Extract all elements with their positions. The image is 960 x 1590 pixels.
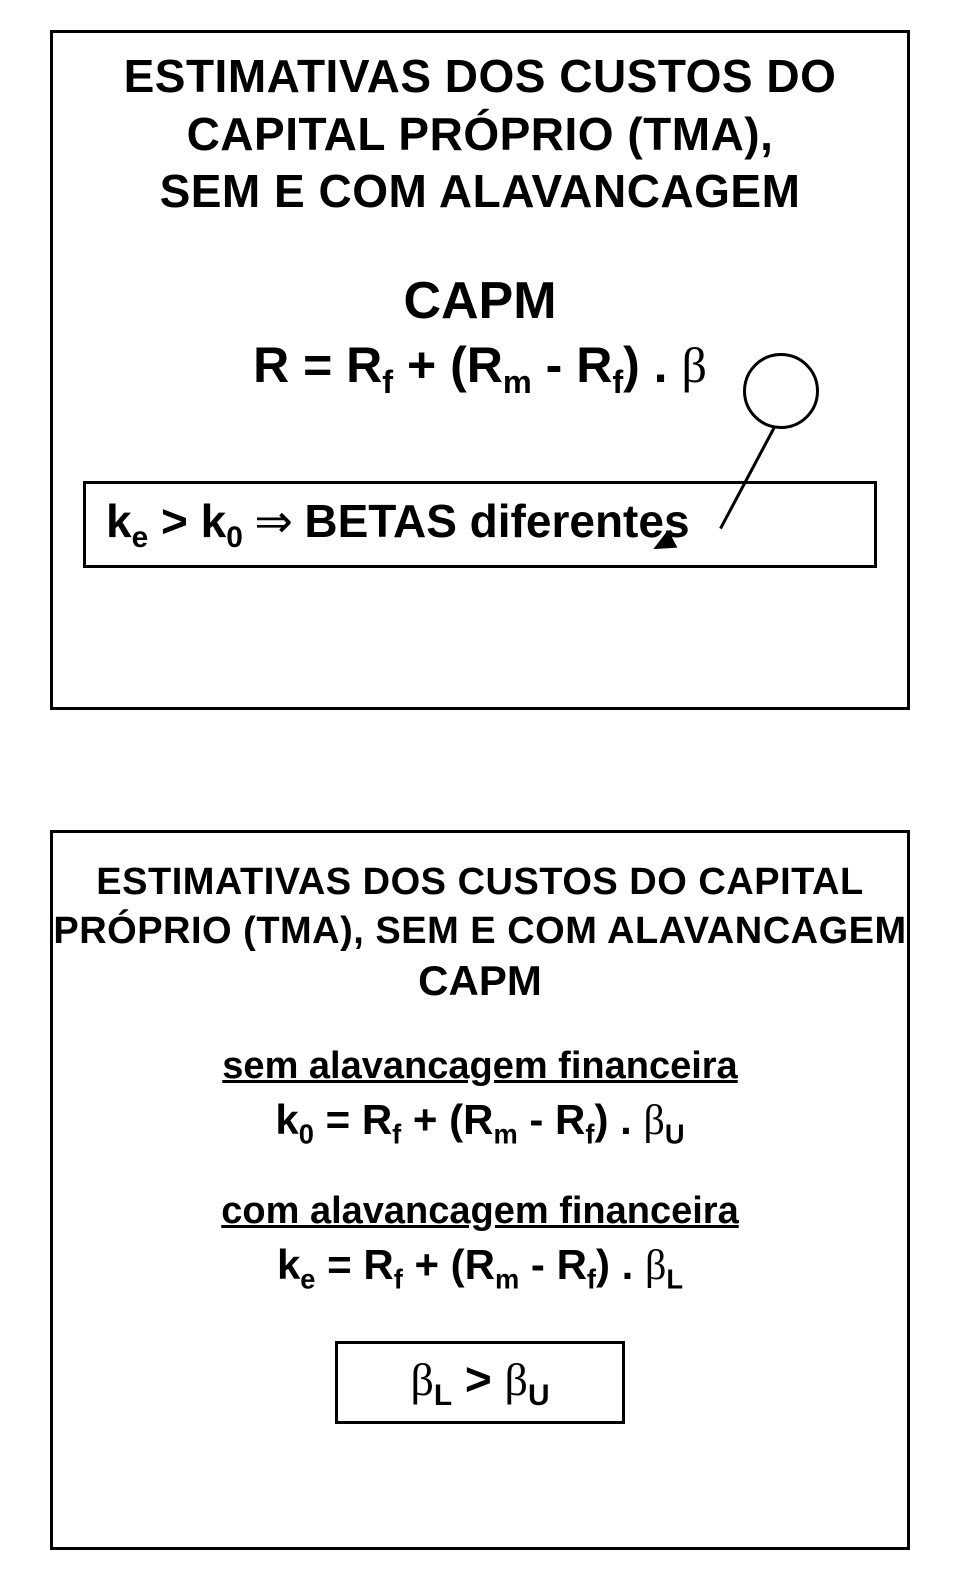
box-sub-0: 0 bbox=[226, 521, 243, 554]
fcom-mid2: - R bbox=[519, 1241, 587, 1288]
fcom-sube: e bbox=[300, 1264, 315, 1295]
bottom-panel: ESTIMATIVAS DOS CUSTOS DO CAPITAL PRÓPRI… bbox=[50, 830, 910, 1550]
formula-mid1: + (R bbox=[393, 337, 503, 393]
box-sub-e: e bbox=[132, 521, 149, 554]
formula-sub-m: m bbox=[503, 364, 532, 400]
formula-sub-f1: f bbox=[382, 364, 393, 400]
beta-circle bbox=[743, 353, 819, 429]
sem-alavancagem-heading: sem alavancagem financeira bbox=[53, 1045, 907, 1088]
bottom-title-line-2: PRÓPRIO (TMA), SEM E COM ALAVANCAGEM bbox=[53, 910, 906, 952]
fsem-subf1: f bbox=[392, 1118, 401, 1149]
fsem-k: k bbox=[275, 1096, 298, 1143]
fsem-beta: β bbox=[643, 1098, 664, 1144]
fsem-mid1: + (R bbox=[401, 1096, 493, 1143]
title-line-1: ESTIMATIVAS DOS CUSTOS DO bbox=[124, 50, 837, 102]
fsem-subU: U bbox=[665, 1118, 685, 1149]
formula-sem: k0 = Rf + (Rm - Rf) . βU bbox=[53, 1096, 907, 1150]
top-title: ESTIMATIVAS DOS CUSTOS DO CAPITAL PRÓPRI… bbox=[53, 48, 907, 221]
fcom-subf1: f bbox=[394, 1264, 403, 1295]
beta-symbol-top: β bbox=[681, 337, 706, 393]
fcom-k: k bbox=[277, 1241, 300, 1288]
fsem-mid2: - R bbox=[518, 1096, 586, 1143]
box2-subU: U bbox=[528, 1379, 550, 1412]
fcom-subf2: f bbox=[587, 1264, 596, 1295]
formula-com: ke = Rf + (Rm - Rf) . βL bbox=[53, 1241, 907, 1295]
capm-label-bottom: CAPM bbox=[53, 957, 907, 1005]
fsem-end: ) . bbox=[594, 1096, 643, 1143]
implies-symbol: ⇒ bbox=[243, 496, 305, 547]
formula-sub-f2: f bbox=[612, 364, 623, 400]
box-gt: > k bbox=[148, 495, 226, 547]
com-alavancagem-heading: com alavancagem financeira bbox=[53, 1190, 907, 1233]
fsem-eq: = R bbox=[314, 1096, 392, 1143]
beta-comparison-box: βL > βU bbox=[335, 1341, 625, 1424]
fcom-beta: β bbox=[645, 1243, 666, 1289]
top-panel: ESTIMATIVAS DOS CUSTOS DO CAPITAL PRÓPRI… bbox=[50, 30, 910, 710]
fsem-subm: m bbox=[493, 1118, 517, 1149]
betas-diferentes-box: ke > k0 ⇒ BETAS diferentes bbox=[83, 481, 877, 568]
formula-end: ) . bbox=[623, 337, 681, 393]
title-line-2: CAPITAL PRÓPRIO (TMA), bbox=[187, 108, 774, 160]
betas-diferentes-text: BETAS diferentes bbox=[304, 495, 689, 547]
fcom-subm: m bbox=[495, 1264, 519, 1295]
bottom-title-line-1: ESTIMATIVAS DOS CUSTOS DO CAPITAL bbox=[96, 861, 863, 903]
title-line-3: SEM E COM ALAVANCAGEM bbox=[160, 165, 801, 217]
box2-gt: > bbox=[452, 1353, 504, 1405]
box-k: k bbox=[106, 495, 132, 547]
formula-mid2: - R bbox=[532, 337, 613, 393]
box2-subL: L bbox=[434, 1379, 452, 1412]
box2-beta2: β bbox=[505, 1354, 528, 1405]
fcom-subL: L bbox=[666, 1264, 683, 1295]
formula-prefix: R = R bbox=[253, 337, 382, 393]
fcom-end: ) . bbox=[596, 1241, 645, 1288]
bottom-title: ESTIMATIVAS DOS CUSTOS DO CAPITAL PRÓPRI… bbox=[53, 858, 907, 957]
fcom-eq: = R bbox=[315, 1241, 393, 1288]
fsem-sub0: 0 bbox=[299, 1118, 314, 1149]
fcom-mid1: + (R bbox=[403, 1241, 495, 1288]
capm-label-top: CAPM bbox=[53, 271, 907, 331]
box2-beta1: β bbox=[410, 1354, 433, 1405]
